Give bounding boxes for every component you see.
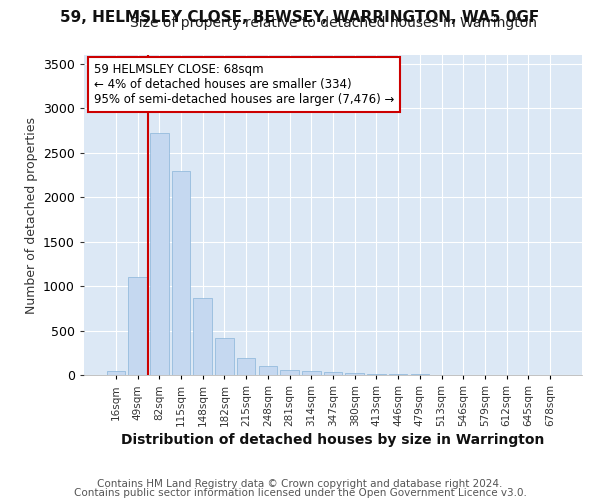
- Text: Contains HM Land Registry data © Crown copyright and database right 2024.: Contains HM Land Registry data © Crown c…: [97, 479, 503, 489]
- Bar: [150, 133, 169, 375]
- Bar: [128, 277, 147, 375]
- Bar: [280, 370, 299, 375]
- Y-axis label: Number of detached properties: Number of detached properties: [25, 116, 38, 314]
- Text: Contains public sector information licensed under the Open Government Licence v3: Contains public sector information licen…: [74, 488, 526, 498]
- Bar: [410, 374, 429, 375]
- Bar: [172, 172, 190, 375]
- Bar: [215, 338, 233, 375]
- Bar: [367, 374, 386, 375]
- Title: Size of property relative to detached houses in Warrington: Size of property relative to detached ho…: [130, 16, 536, 30]
- Bar: [302, 371, 320, 375]
- Bar: [389, 374, 407, 375]
- Text: 59 HELMSLEY CLOSE: 68sqm
← 4% of detached houses are smaller (334)
95% of semi-d: 59 HELMSLEY CLOSE: 68sqm ← 4% of detache…: [94, 63, 394, 106]
- Bar: [237, 358, 256, 375]
- Bar: [346, 374, 364, 375]
- X-axis label: Distribution of detached houses by size in Warrington: Distribution of detached houses by size …: [121, 433, 545, 447]
- Bar: [259, 366, 277, 375]
- Bar: [107, 372, 125, 375]
- Text: 59, HELMSLEY CLOSE, BEWSEY, WARRINGTON, WA5 0GF: 59, HELMSLEY CLOSE, BEWSEY, WARRINGTON, …: [61, 10, 539, 25]
- Bar: [324, 372, 342, 375]
- Bar: [193, 298, 212, 375]
